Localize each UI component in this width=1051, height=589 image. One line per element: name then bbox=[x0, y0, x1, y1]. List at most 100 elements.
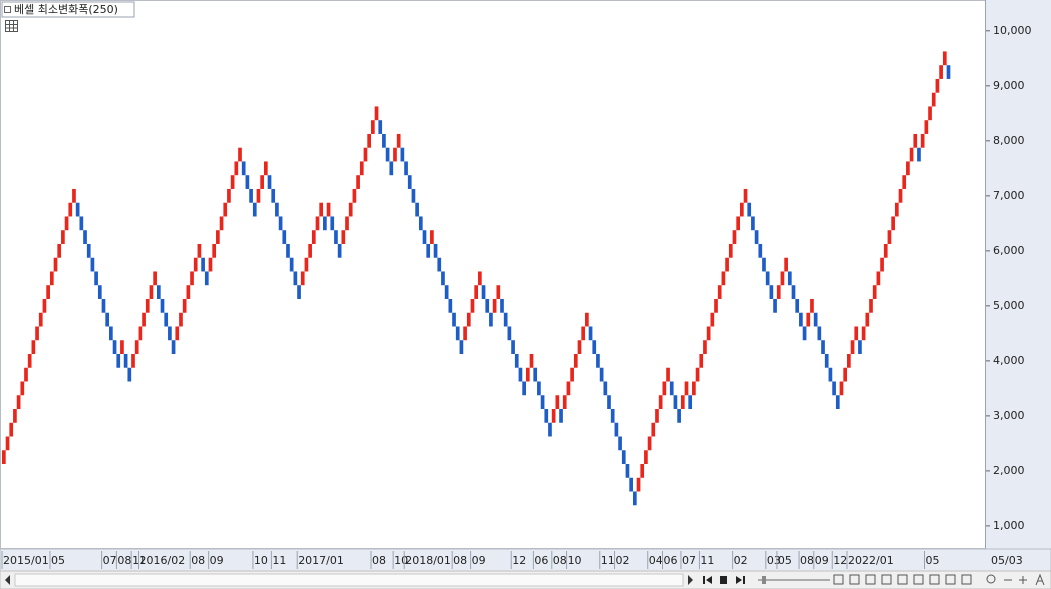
down-brick bbox=[481, 285, 486, 299]
down-brick bbox=[337, 243, 342, 258]
up-brick bbox=[2, 450, 6, 465]
down-brick bbox=[758, 243, 763, 258]
btn-stop[interactable] bbox=[720, 576, 727, 584]
up-brick bbox=[42, 298, 47, 313]
up-brick bbox=[706, 326, 711, 341]
tool-icon[interactable] bbox=[961, 574, 972, 585]
up-brick bbox=[16, 395, 21, 409]
tool-icon[interactable] bbox=[881, 574, 892, 585]
down-brick bbox=[610, 408, 615, 423]
up-brick bbox=[806, 312, 811, 327]
toolbar-icons[interactable] bbox=[833, 573, 1045, 586]
down-brick bbox=[522, 381, 526, 396]
up-brick bbox=[942, 51, 947, 66]
up-brick bbox=[894, 202, 899, 217]
down-brick bbox=[171, 340, 176, 354]
down-brick bbox=[821, 340, 825, 354]
x-tick-label: 12 bbox=[512, 554, 526, 567]
zoom-icon[interactable] bbox=[986, 574, 996, 584]
up-brick bbox=[710, 312, 715, 327]
up-brick bbox=[466, 312, 471, 327]
up-brick bbox=[655, 408, 659, 423]
x-tick-label: 02 bbox=[616, 554, 630, 567]
up-brick bbox=[717, 285, 722, 299]
tool-icon[interactable] bbox=[945, 574, 956, 585]
down-brick bbox=[404, 161, 408, 176]
down-brick bbox=[378, 120, 383, 134]
up-brick bbox=[35, 326, 39, 341]
x-tick-label: 11 bbox=[601, 554, 615, 567]
down-brick bbox=[621, 450, 626, 465]
up-brick bbox=[145, 298, 150, 313]
down-brick bbox=[418, 216, 423, 231]
up-brick bbox=[53, 257, 58, 272]
down-brick bbox=[448, 298, 453, 313]
x-tick-label: 05 bbox=[926, 554, 940, 567]
down-brick bbox=[607, 395, 611, 409]
down-brick bbox=[241, 161, 246, 176]
down-brick bbox=[90, 257, 95, 272]
up-brick bbox=[308, 243, 312, 258]
down-brick bbox=[94, 271, 98, 286]
up-brick bbox=[219, 216, 224, 231]
up-brick bbox=[31, 340, 36, 354]
x-tick-label: 08 bbox=[191, 554, 205, 567]
x-tick-label: 02 bbox=[734, 554, 748, 567]
up-brick bbox=[149, 285, 154, 299]
x-tick-label: 2018/01 bbox=[405, 554, 451, 567]
up-brick bbox=[197, 243, 202, 258]
up-brick bbox=[27, 353, 32, 368]
up-brick bbox=[319, 202, 324, 217]
up-brick bbox=[345, 216, 349, 231]
up-brick bbox=[38, 312, 43, 327]
x-tick-label: 10 bbox=[568, 554, 582, 567]
btn-last[interactable] bbox=[736, 576, 745, 584]
up-brick bbox=[9, 422, 14, 437]
tool-icon[interactable] bbox=[897, 574, 908, 585]
up-brick bbox=[570, 367, 574, 382]
scroll-left[interactable] bbox=[5, 575, 10, 585]
down-brick bbox=[599, 367, 604, 382]
down-brick bbox=[817, 326, 822, 341]
up-brick bbox=[153, 271, 157, 286]
down-brick bbox=[511, 340, 515, 354]
up-brick bbox=[651, 422, 656, 437]
tool-icon[interactable] bbox=[833, 574, 844, 585]
up-brick bbox=[223, 202, 228, 217]
up-brick bbox=[142, 312, 146, 327]
down-brick bbox=[252, 202, 257, 217]
down-brick bbox=[105, 312, 110, 327]
down-brick bbox=[97, 285, 102, 299]
up-brick bbox=[839, 381, 844, 396]
up-brick bbox=[898, 188, 903, 203]
x-tick-label: 09 bbox=[210, 554, 224, 567]
tool-icon[interactable] bbox=[865, 574, 876, 585]
up-brick bbox=[666, 367, 670, 382]
scroll-right[interactable] bbox=[688, 575, 693, 585]
y-tick-label: 6,000 bbox=[993, 244, 1025, 257]
table-icon[interactable] bbox=[5, 20, 18, 32]
zoom-handle[interactable] bbox=[762, 576, 766, 584]
font-button[interactable] bbox=[1035, 573, 1045, 586]
scroll-track[interactable] bbox=[14, 573, 684, 587]
y-tick-label: 7,000 bbox=[993, 189, 1025, 202]
y-tick-label: 10,000 bbox=[993, 24, 1032, 37]
btn-first[interactable] bbox=[703, 576, 712, 584]
down-brick bbox=[86, 243, 91, 258]
up-brick bbox=[640, 464, 645, 478]
x-tick-label: 10 bbox=[254, 554, 268, 567]
tool-icon[interactable] bbox=[913, 574, 924, 585]
zoom-buttons[interactable] bbox=[1004, 576, 1027, 584]
down-brick bbox=[437, 257, 442, 272]
x-tick-label: 12 bbox=[833, 554, 847, 567]
up-brick bbox=[880, 257, 884, 272]
down-brick bbox=[433, 243, 438, 258]
up-brick bbox=[887, 230, 892, 244]
down-brick bbox=[754, 230, 759, 244]
up-brick bbox=[743, 188, 748, 203]
tool-icon[interactable] bbox=[929, 574, 940, 585]
playback-controls[interactable] bbox=[703, 576, 745, 584]
x-tick-label: 08 bbox=[800, 554, 814, 567]
tool-icon[interactable] bbox=[849, 574, 860, 585]
up-brick bbox=[780, 271, 785, 286]
